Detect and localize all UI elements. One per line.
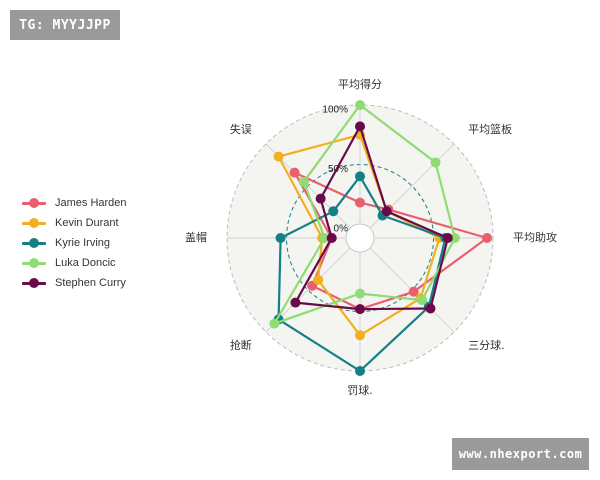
series-point [355, 171, 365, 182]
legend-item: Stephen Curry [22, 273, 127, 293]
legend-label: Stephen Curry [55, 277, 126, 289]
radial-tick-label: 100% [322, 105, 348, 116]
legend-swatch [22, 277, 46, 289]
series-point [408, 286, 419, 297]
legend-item: Luka Doncic [22, 253, 127, 273]
series-point [326, 233, 337, 243]
series-point [449, 233, 460, 243]
series-point [319, 233, 330, 243]
series-point [275, 233, 286, 243]
series-point [289, 167, 300, 178]
axis-label: 失误 [230, 123, 252, 136]
legend-label: James Harden [55, 197, 127, 209]
series-point [298, 176, 309, 187]
series-point [355, 304, 365, 315]
series-point [313, 274, 324, 285]
legend-swatch [22, 257, 46, 269]
chart-legend: James Harden Kevin Durant Kyrie Irving Luka… [22, 193, 127, 293]
watermark-bottom: www.nhexport.com [452, 438, 589, 470]
legend-swatch [22, 237, 46, 249]
radial-tick-label: 50% [328, 164, 348, 175]
series-point [355, 121, 365, 132]
series-point [430, 157, 441, 168]
series-point [355, 100, 365, 110]
series-point [355, 330, 365, 341]
series-point [442, 233, 453, 243]
axis-label: 抢断 [230, 338, 252, 352]
legend-swatch [22, 217, 46, 229]
series-point [273, 151, 284, 162]
series-point [328, 206, 339, 217]
series-point [417, 295, 428, 306]
legend-swatch [22, 197, 46, 209]
watermark-top: TG: MYYJJPP [10, 10, 120, 40]
legend-label: Kyrie Irving [55, 237, 111, 249]
legend-label: Kevin Durant [55, 217, 119, 229]
axis-label: 平均篮板 [468, 122, 512, 136]
radial-tick-label: 0% [334, 224, 349, 235]
series-point [381, 206, 392, 217]
axis-label: 罚球. [347, 383, 373, 397]
legend-label: Luka Doncic [55, 257, 116, 269]
series-point [269, 318, 280, 329]
axis-label: 平均助攻 [513, 230, 557, 244]
series-point [355, 288, 365, 299]
legend-item: Kyrie Irving [22, 233, 127, 253]
series-point [290, 297, 301, 308]
series-point [315, 193, 326, 204]
series-point [355, 197, 365, 208]
series-point [425, 303, 436, 314]
series-point [482, 233, 493, 243]
legend-item: Kevin Durant [22, 213, 127, 233]
inner-ring [345, 223, 375, 253]
axis-label: 平均得分 [338, 78, 382, 91]
axis-label: 三分球. [468, 338, 505, 352]
series-point [355, 366, 365, 376]
axis-label: 盖帽 [185, 230, 207, 244]
legend-item: James Harden [22, 193, 127, 213]
